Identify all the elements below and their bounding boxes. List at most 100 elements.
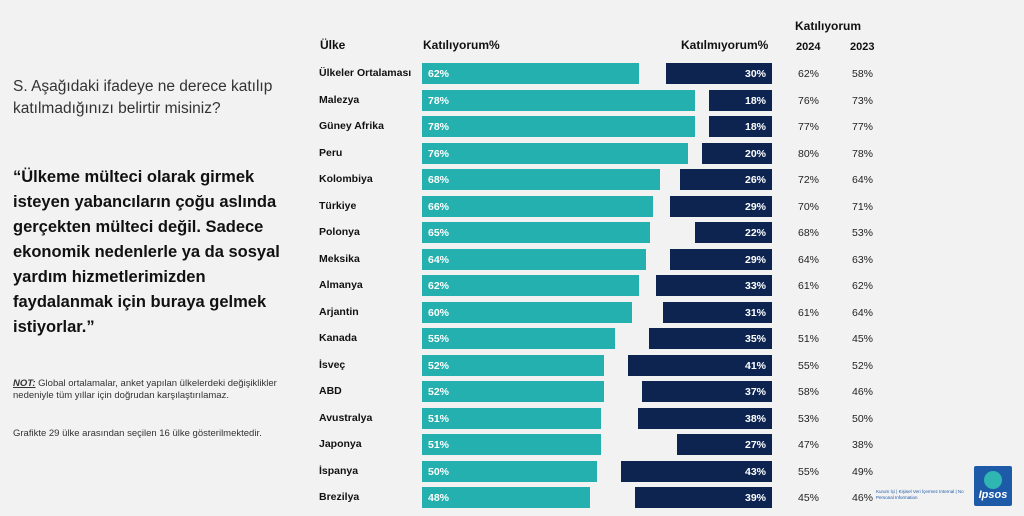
bar-disagree (638, 407, 772, 429)
value-label-agree: 51% (428, 439, 450, 451)
value-2024: 47% (798, 439, 820, 451)
country-label: Avustralya (319, 411, 373, 424)
value-label-agree: 66% (428, 200, 450, 213)
value-label-agree: 48% (428, 492, 450, 504)
country-label: İspanya (319, 464, 359, 477)
value-2024: 55% (798, 465, 820, 478)
value-label-agree: 62% (428, 280, 450, 292)
note: NOT: Global ortalamalar, anket yapılan ü… (13, 378, 278, 402)
bar-agree (422, 63, 639, 84)
value-2024: 51% (798, 333, 820, 345)
logo-text: Ipsos (978, 489, 1008, 501)
header-country: Ülke (320, 38, 346, 52)
country-label: Japonya (319, 438, 362, 450)
question-text: S. Aşağıdaki ifadeye ne derece katılıp k… (13, 78, 273, 117)
note-selection: Grafikte 29 ülke arasından seçilen 16 ül… (13, 428, 262, 439)
value-2024: 80% (798, 147, 820, 160)
header-year-2024: 2024 (796, 41, 821, 53)
value-label-agree: 60% (428, 306, 450, 319)
header-disagree: Katılmıyorum% (681, 38, 769, 52)
country-label: Brezilya (319, 491, 360, 503)
value-2023: 64% (852, 174, 874, 186)
note-text: Global ortalamalar, anket yapılan ülkele… (13, 378, 277, 401)
value-label-disagree: 29% (744, 253, 766, 266)
value-2023: 77% (852, 121, 874, 133)
value-label-agree: 65% (428, 227, 450, 239)
country-label: Almanya (319, 279, 363, 291)
bar-agree (422, 222, 650, 243)
value-2023: 38% (852, 439, 874, 451)
value-label-disagree: 37% (744, 386, 766, 398)
bar-disagree (634, 487, 772, 508)
bar-agree (422, 142, 688, 164)
value-2023: 58% (852, 68, 874, 80)
bar-agree (422, 248, 646, 270)
country-label: ABD (319, 385, 342, 397)
value-label-agree: 64% (428, 253, 450, 266)
bar-disagree (662, 301, 772, 323)
bar-disagree (669, 195, 772, 217)
bar-disagree (708, 116, 772, 137)
value-label-disagree: 26% (744, 174, 766, 186)
bar-disagree (666, 63, 772, 84)
value-2024: 61% (798, 280, 820, 292)
value-label-agree: 62% (428, 68, 450, 80)
value-2023: 64% (852, 306, 874, 319)
bar-agree (422, 89, 695, 111)
value-label-agree: 52% (428, 359, 450, 372)
country-label: İsveç (319, 358, 346, 371)
value-label-agree: 78% (428, 121, 450, 133)
value-2023: 71% (852, 200, 874, 213)
value-2023: 52% (852, 359, 874, 372)
country-label: Peru (319, 146, 343, 159)
header-agree: Katılıyorum% (423, 38, 500, 52)
header-year-2023: 2023 (850, 41, 875, 53)
bar-agree (422, 328, 615, 349)
value-label-disagree: 33% (744, 280, 766, 292)
bar-disagree (655, 275, 772, 296)
value-label-agree: 76% (428, 147, 450, 160)
bar-agree (422, 487, 590, 508)
bar-disagree (680, 169, 772, 190)
value-2024: 62% (798, 68, 820, 80)
bar-agree (422, 354, 604, 376)
value-label-disagree: 29% (744, 200, 766, 213)
value-2024: 58% (798, 386, 820, 398)
value-label-disagree: 41% (744, 359, 766, 372)
bar-agree (422, 460, 597, 482)
value-label-disagree: 20% (744, 147, 766, 160)
bar-disagree (620, 460, 772, 482)
value-2023: 73% (852, 94, 874, 107)
value-2023: 62% (852, 280, 874, 292)
country-label: Meksika (319, 252, 360, 265)
value-2024: 64% (798, 253, 820, 266)
value-2023: 45% (852, 333, 874, 345)
bar-disagree (676, 434, 772, 455)
value-2024: 72% (798, 174, 820, 186)
value-label-agree: 50% (428, 465, 450, 478)
value-2024: 77% (798, 121, 820, 133)
classification-tag: Kurum İçi | Kişisel Veri İçermez Interna… (876, 489, 964, 500)
bar-agree (422, 275, 639, 296)
value-label-disagree: 43% (744, 465, 766, 478)
ipsos-logo: Ipsos (974, 466, 1012, 506)
bar-disagree (648, 328, 772, 349)
value-2024: 61% (798, 306, 820, 319)
logo-swirl-icon (984, 471, 1002, 489)
value-label-agree: 68% (428, 174, 450, 186)
value-label-agree: 52% (428, 386, 450, 398)
value-label-disagree: 35% (744, 333, 766, 345)
value-2023: 50% (852, 412, 874, 425)
bar-disagree (708, 89, 772, 111)
country-label: Polonya (319, 226, 360, 238)
value-2024: 68% (798, 227, 820, 239)
value-label-agree: 51% (428, 412, 450, 425)
statement-quote: “Ülkeme mülteci olarak girmek isteyen ya… (13, 168, 280, 336)
bar-agree (422, 169, 660, 190)
bar-agree (422, 301, 632, 323)
value-2023: 46% (852, 492, 874, 504)
value-2023: 53% (852, 227, 874, 239)
header-trend-group: Katılıyorum (795, 19, 862, 33)
bar-disagree (669, 248, 772, 270)
